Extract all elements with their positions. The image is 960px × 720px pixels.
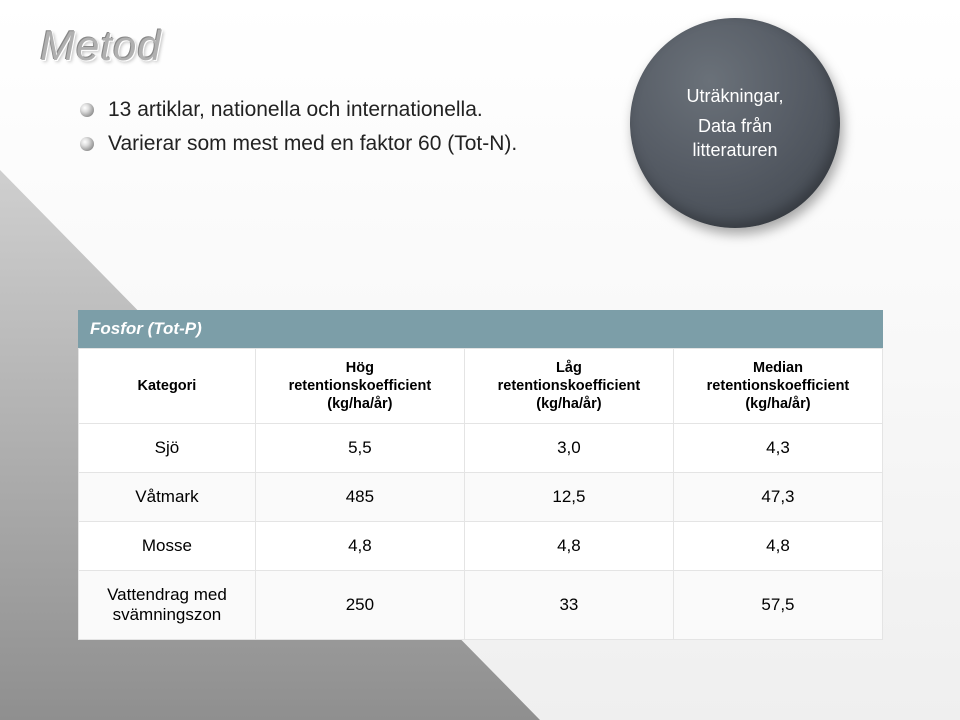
cell: 4,3: [673, 424, 882, 473]
bullet-text: 13 artiklar, nationella och internatione…: [108, 98, 483, 122]
cell: Sjö: [79, 424, 256, 473]
slide-title: Metod: [40, 22, 162, 70]
bullet-list: 13 artiklar, nationella och internatione…: [80, 98, 517, 166]
bullet-item: Varierar som mest med en faktor 60 (Tot-…: [80, 132, 517, 156]
cell: Vattendrag medsvämningszon: [79, 571, 256, 640]
circle-line: litteraturen: [692, 138, 777, 162]
table-row: Mosse 4,8 4,8 4,8: [79, 522, 883, 571]
cell: 4,8: [673, 522, 882, 571]
table-caption: Fosfor (Tot-P): [78, 310, 883, 348]
cell: 485: [255, 473, 464, 522]
cell: 33: [464, 571, 673, 640]
cell: 5,5: [255, 424, 464, 473]
table-header-row: Kategori Högretentionskoefficient(kg/ha/…: [79, 349, 883, 424]
cell: 4,8: [255, 522, 464, 571]
cell: Mosse: [79, 522, 256, 571]
cell: 3,0: [464, 424, 673, 473]
circle-line: Data från: [698, 114, 772, 138]
data-table: Fosfor (Tot-P) Kategori Högretentionskoe…: [78, 310, 883, 640]
data-table-wrap: Fosfor (Tot-P) Kategori Högretentionskoe…: [78, 310, 883, 640]
col-header: Högretentionskoefficient(kg/ha/år): [255, 349, 464, 424]
cell: 57,5: [673, 571, 882, 640]
col-header: Lågretentionskoefficient(kg/ha/år): [464, 349, 673, 424]
cell: 4,8: [464, 522, 673, 571]
cell: Våtmark: [79, 473, 256, 522]
bullet-icon: [80, 137, 94, 151]
col-header: Medianretentionskoefficient(kg/ha/år): [673, 349, 882, 424]
bullet-icon: [80, 103, 94, 117]
circle-line: Uträkningar,: [686, 84, 783, 108]
info-circle: Uträkningar, Data från litteraturen: [630, 18, 840, 228]
table-row: Sjö 5,5 3,0 4,3: [79, 424, 883, 473]
cell: 12,5: [464, 473, 673, 522]
cell: 47,3: [673, 473, 882, 522]
bullet-item: 13 artiklar, nationella och internatione…: [80, 98, 517, 122]
table-row: Vattendrag medsvämningszon 250 33 57,5: [79, 571, 883, 640]
bullet-text: Varierar som mest med en faktor 60 (Tot-…: [108, 132, 517, 156]
table-row: Våtmark 485 12,5 47,3: [79, 473, 883, 522]
cell: 250: [255, 571, 464, 640]
col-header: Kategori: [79, 349, 256, 424]
